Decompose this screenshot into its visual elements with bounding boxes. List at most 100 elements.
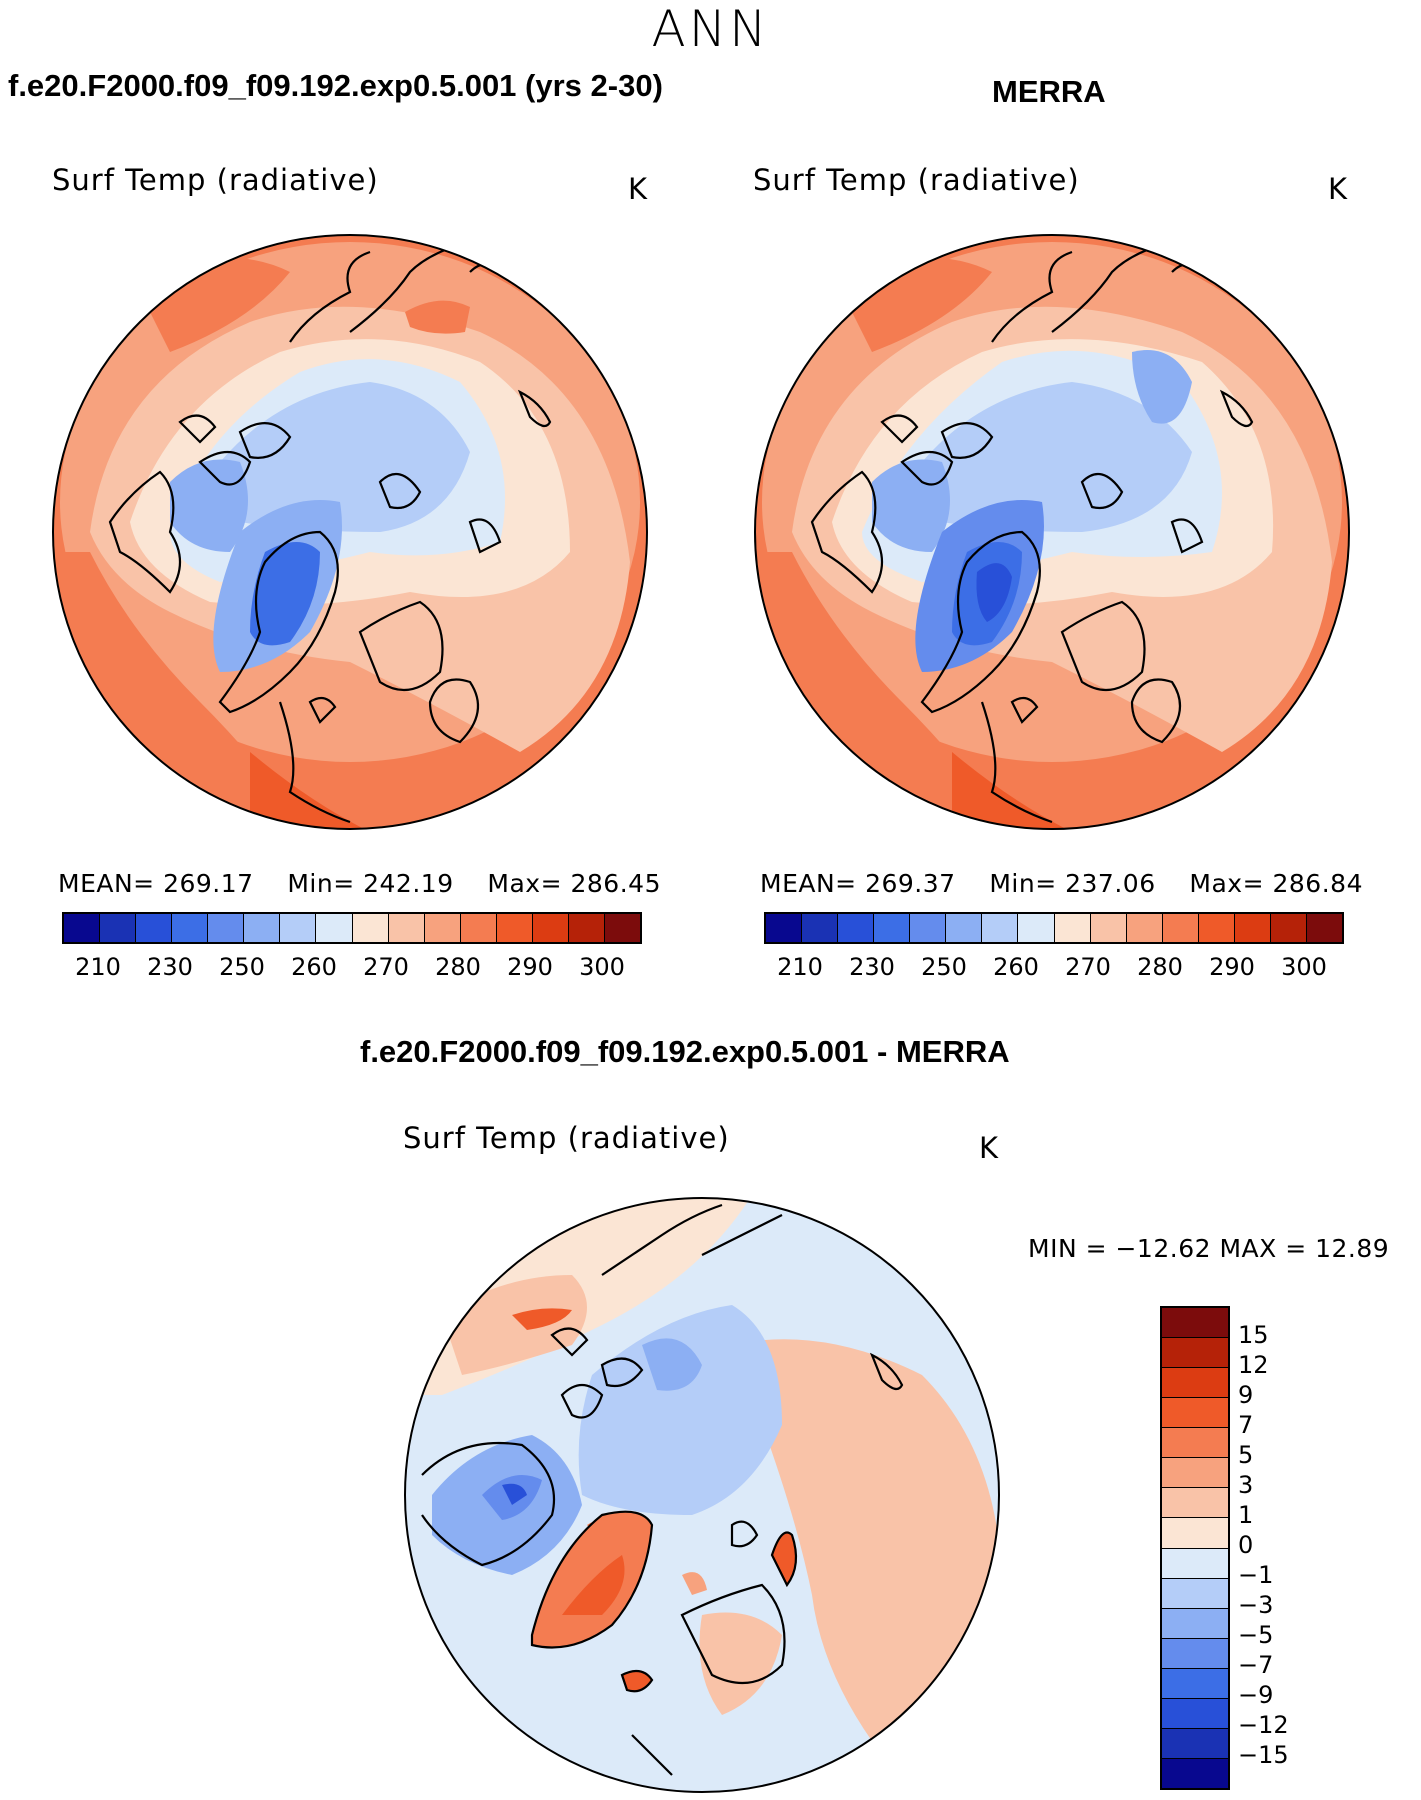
- colorbar-tick-label: −1: [1238, 1561, 1274, 1589]
- colorbar-tick-label: −9: [1238, 1681, 1274, 1709]
- colorbar-swatch: [1054, 914, 1091, 942]
- colorbar-swatch: [352, 914, 389, 942]
- colorbar-tick-label: 15: [1238, 1321, 1269, 1349]
- colorbar-swatch: [1162, 1638, 1228, 1669]
- model-min-value: 242.19: [363, 869, 454, 898]
- colorbar-swatch: [1162, 1338, 1228, 1369]
- model-colorbar: [62, 912, 642, 944]
- model-mean-label: MEAN=: [58, 869, 155, 898]
- colorbar-swatch: [1306, 914, 1342, 942]
- colorbar-tick-label: −7: [1238, 1651, 1274, 1679]
- colorbar-swatch: [1162, 1308, 1228, 1339]
- obs-unit: K: [1328, 172, 1348, 206]
- obs-case-title: MERRA: [992, 74, 1106, 109]
- colorbar-swatch: [1162, 1728, 1228, 1759]
- colorbar-swatch: [1162, 1668, 1228, 1699]
- colorbar-tick-label: −3: [1238, 1591, 1274, 1619]
- colorbar-swatch: [1162, 1608, 1228, 1639]
- diff-minmax: MIN = −12.62 MAX = 12.89: [1028, 1234, 1390, 1263]
- diff-case-title: f.e20.F2000.f09_f09.192.exp0.5.001 - MER…: [360, 1034, 1010, 1069]
- colorbar-swatch: [1162, 1758, 1228, 1788]
- obs-max-value: 286.84: [1272, 869, 1363, 898]
- colorbar-swatch: [1198, 914, 1235, 942]
- colorbar-swatch: [208, 914, 245, 942]
- colorbar-swatch: [316, 914, 353, 942]
- colorbar-swatch: [1162, 1488, 1228, 1519]
- model-min-label: Min=: [287, 869, 355, 898]
- colorbar-tick-label: 300: [579, 953, 625, 981]
- colorbar-tick-label: 230: [147, 953, 193, 981]
- colorbar-swatch: [802, 914, 839, 942]
- colorbar-swatch: [910, 914, 947, 942]
- diff-colorbar-ticks: 15 12 9 7 5 3 1 0 −1 −3 −5 −7 −9 −12 −15: [1238, 1306, 1338, 1790]
- colorbar-swatch: [424, 914, 461, 942]
- colorbar-swatch: [1162, 1698, 1228, 1729]
- model-max-value: 286.45: [570, 869, 661, 898]
- colorbar-swatch: [604, 914, 640, 942]
- diff-colorbar: [1160, 1306, 1230, 1790]
- colorbar-swatch: [172, 914, 209, 942]
- model-case-title: f.e20.F2000.f09_f09.192.exp0.5.001 (yrs …: [8, 68, 663, 103]
- colorbar-swatch: [1162, 1398, 1228, 1429]
- model-variable-title: Surf Temp (radiative): [52, 163, 379, 197]
- season-title: ANN: [651, 0, 770, 58]
- obs-mean-label: MEAN=: [760, 869, 857, 898]
- obs-mean-value: 269.37: [865, 869, 956, 898]
- model-colorbar-ticks: 210 230 250 260 270 280 290 300: [62, 953, 642, 983]
- obs-variable-title: Surf Temp (radiative): [753, 163, 1080, 197]
- obs-colorbar: [764, 912, 1344, 944]
- obs-min-value: 237.06: [1065, 869, 1156, 898]
- colorbar-swatch: [766, 914, 803, 942]
- colorbar-swatch: [100, 914, 137, 942]
- obs-max-label: Max=: [1189, 869, 1265, 898]
- colorbar-swatch: [1162, 1578, 1228, 1609]
- colorbar-tick-label: −5: [1238, 1621, 1274, 1649]
- colorbar-swatch: [244, 914, 281, 942]
- colorbar-swatch: [1090, 914, 1127, 942]
- colorbar-swatch: [532, 914, 569, 942]
- colorbar-swatch: [496, 914, 533, 942]
- colorbar-swatch: [64, 914, 101, 942]
- colorbar-swatch: [874, 914, 911, 942]
- obs-min-label: Min=: [989, 869, 1057, 898]
- obs-polar-map: [754, 234, 1350, 830]
- model-max-label: Max=: [487, 869, 563, 898]
- colorbar-tick-label: 260: [993, 953, 1039, 981]
- colorbar-swatch: [1234, 914, 1271, 942]
- colorbar-tick-label: 270: [1065, 953, 1111, 981]
- colorbar-tick-label: 250: [921, 953, 967, 981]
- obs-colorbar-ticks: 210 230 250 260 270 280 290 300: [764, 953, 1344, 983]
- colorbar-swatch: [1162, 914, 1199, 942]
- colorbar-tick-label: 260: [291, 953, 337, 981]
- colorbar-swatch: [460, 914, 497, 942]
- diff-unit: K: [979, 1131, 999, 1165]
- colorbar-tick-label: 12: [1238, 1351, 1269, 1379]
- colorbar-tick-label: 0: [1238, 1531, 1254, 1559]
- model-unit: K: [628, 172, 648, 206]
- colorbar-swatch: [1162, 1458, 1228, 1489]
- colorbar-tick-label: 7: [1238, 1411, 1254, 1439]
- colorbar-swatch: [946, 914, 983, 942]
- colorbar-swatch: [568, 914, 605, 942]
- colorbar-tick-label: 270: [363, 953, 409, 981]
- colorbar-swatch: [1162, 1428, 1228, 1459]
- colorbar-tick-label: 290: [507, 953, 553, 981]
- colorbar-tick-label: 280: [1137, 953, 1183, 981]
- diff-variable-title: Surf Temp (radiative): [403, 1121, 730, 1155]
- colorbar-swatch: [136, 914, 173, 942]
- colorbar-swatch: [1270, 914, 1307, 942]
- colorbar-tick-label: 5: [1238, 1441, 1254, 1469]
- colorbar-tick-label: 280: [435, 953, 481, 981]
- colorbar-swatch: [1162, 1368, 1228, 1399]
- colorbar-tick-label: 290: [1209, 953, 1255, 981]
- colorbar-swatch: [388, 914, 425, 942]
- colorbar-tick-label: 9: [1238, 1381, 1254, 1409]
- colorbar-tick-label: −15: [1238, 1741, 1289, 1769]
- colorbar-swatch: [982, 914, 1019, 942]
- model-polar-map: [52, 234, 648, 830]
- colorbar-tick-label: 3: [1238, 1471, 1254, 1499]
- model-mean-value: 269.17: [163, 869, 254, 898]
- colorbar-tick-label: 210: [777, 953, 823, 981]
- colorbar-swatch: [1162, 1548, 1228, 1579]
- colorbar-tick-label: 300: [1281, 953, 1327, 981]
